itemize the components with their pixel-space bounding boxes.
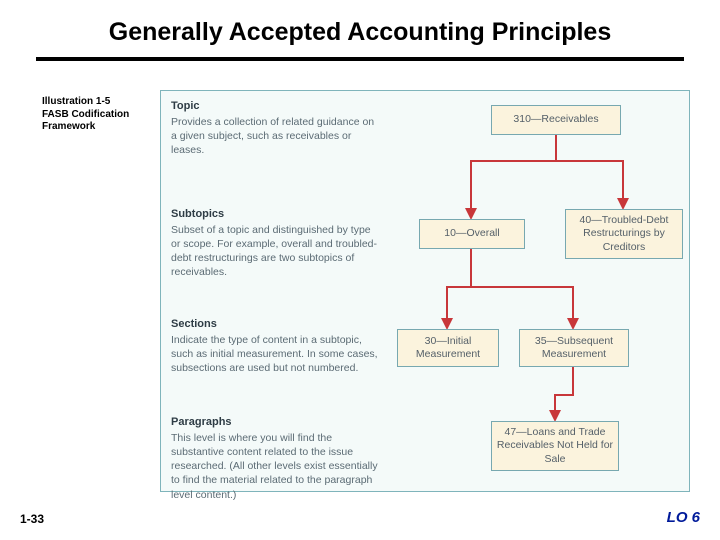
caption-line-1: Illustration 1-5 xyxy=(42,96,152,109)
caption-line-3: Framework xyxy=(42,121,152,134)
node-initial: 30—Initial Measurement xyxy=(397,329,499,367)
arrow-3 xyxy=(471,249,573,324)
desc-subtopics-heading: Subtopics xyxy=(171,207,379,222)
page-title: Generally Accepted Accounting Principles xyxy=(0,0,720,47)
desc-subtopics: Subtopics Subset of a topic and distingui… xyxy=(171,207,379,280)
illustration-caption: Illustration 1-5 FASB Codification Frame… xyxy=(42,96,152,134)
node-loans: 47—Loans and Trade Receivables Not Held … xyxy=(491,421,619,471)
desc-paragraphs: Paragraphs This level is where you will f… xyxy=(171,415,379,502)
title-underline xyxy=(36,57,684,61)
node-subsequent: 35—Subsequent Measurement xyxy=(519,329,629,367)
desc-subtopics-body: Subset of a topic and distinguished by t… xyxy=(171,224,377,279)
node-receivables: 310—Receivables xyxy=(491,105,621,135)
desc-sections: Sections Indicate the type of content in … xyxy=(171,317,379,375)
learning-objective: LO 6 xyxy=(667,509,700,526)
arrow-4 xyxy=(555,367,573,416)
desc-sections-heading: Sections xyxy=(171,317,379,332)
arrow-1 xyxy=(556,135,623,204)
desc-paragraphs-body: This level is where you will find the su… xyxy=(171,432,378,501)
desc-topic-body: Provides a collection of related guidanc… xyxy=(171,116,374,156)
arrow-0 xyxy=(471,135,556,214)
desc-paragraphs-heading: Paragraphs xyxy=(171,415,379,430)
codification-diagram: Topic Provides a collection of related gu… xyxy=(160,90,690,492)
caption-line-2: FASB Codification xyxy=(42,109,152,122)
desc-sections-body: Indicate the type of content in a subtop… xyxy=(171,334,378,374)
slide-number: 1-33 xyxy=(20,512,44,526)
desc-topic-heading: Topic xyxy=(171,99,379,114)
node-overall: 10—Overall xyxy=(419,219,525,249)
node-troubled: 40—Troubled-Debt Restructurings by Credi… xyxy=(565,209,683,259)
desc-topic: Topic Provides a collection of related gu… xyxy=(171,99,379,157)
arrow-2 xyxy=(447,249,471,324)
